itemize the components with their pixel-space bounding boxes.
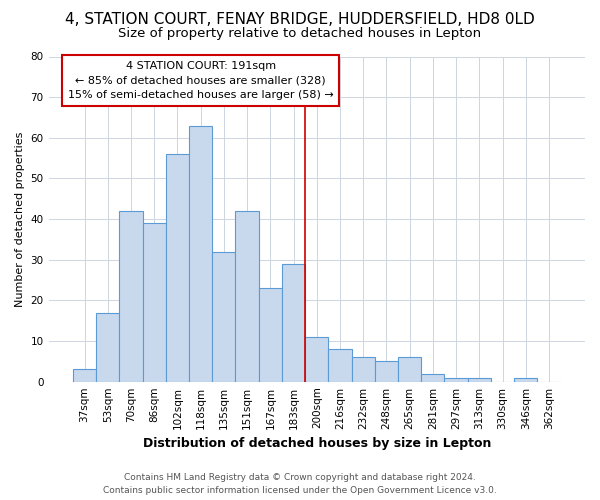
Bar [119,211,143,382]
Text: 4, STATION COURT, FENAY BRIDGE, HUDDERSFIELD, HD8 0LD: 4, STATION COURT, FENAY BRIDGE, HUDDERSF… [65,12,535,28]
Bar [445,378,468,382]
Bar [143,223,166,382]
Bar [328,349,352,382]
Bar [514,378,538,382]
Bar [375,362,398,382]
Bar [212,252,235,382]
Bar [305,337,328,382]
Text: Contains HM Land Registry data © Crown copyright and database right 2024.
Contai: Contains HM Land Registry data © Crown c… [103,474,497,495]
Bar [468,378,491,382]
Y-axis label: Number of detached properties: Number of detached properties [15,132,25,307]
Bar [421,374,445,382]
Text: Size of property relative to detached houses in Lepton: Size of property relative to detached ho… [118,28,482,40]
Bar [189,126,212,382]
Bar [73,370,96,382]
Bar [259,288,282,382]
Bar [96,312,119,382]
Bar [166,154,189,382]
Bar [352,358,375,382]
Text: 4 STATION COURT: 191sqm
← 85% of detached houses are smaller (328)
15% of semi-d: 4 STATION COURT: 191sqm ← 85% of detache… [68,60,334,100]
X-axis label: Distribution of detached houses by size in Lepton: Distribution of detached houses by size … [143,437,491,450]
Bar [235,211,259,382]
Bar [282,264,305,382]
Bar [398,358,421,382]
